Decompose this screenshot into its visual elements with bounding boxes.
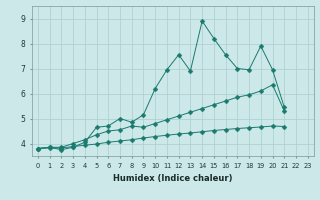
X-axis label: Humidex (Indice chaleur): Humidex (Indice chaleur) [113,174,233,184]
